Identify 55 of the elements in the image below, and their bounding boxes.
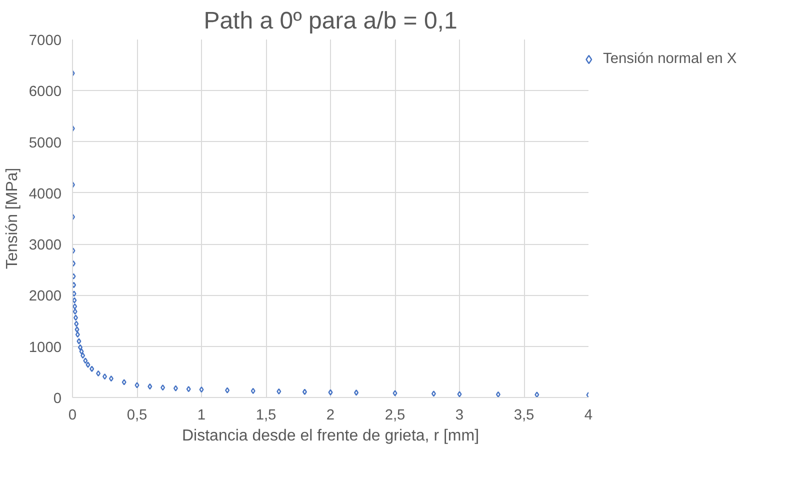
y-tick-label: 3000 <box>28 238 62 254</box>
x-tick-label: 2,5 <box>384 408 406 424</box>
point <box>328 389 333 396</box>
x-tick-label: 4 <box>584 408 593 424</box>
chart-title: Path a 0º para a/b = 0,1 <box>204 8 458 34</box>
y-tick-label: 2000 <box>28 288 62 305</box>
point <box>75 331 80 338</box>
point <box>354 390 359 396</box>
point <box>457 391 462 398</box>
point <box>78 344 83 350</box>
x-tick-label: 1 <box>197 408 206 424</box>
point <box>431 390 436 397</box>
point <box>122 379 126 386</box>
point <box>80 352 86 359</box>
point <box>76 338 82 344</box>
point <box>148 383 152 390</box>
x-tick-label: 0 <box>68 408 77 424</box>
point <box>72 308 78 315</box>
point <box>160 384 166 391</box>
y-tick-label: 0 <box>53 391 62 407</box>
point <box>534 392 540 398</box>
point <box>90 366 94 372</box>
point <box>102 373 108 380</box>
point <box>83 358 88 364</box>
point <box>86 362 90 368</box>
point <box>74 326 80 333</box>
point <box>302 388 307 395</box>
legend-label: Tensión normal en X <box>603 51 737 67</box>
y-tick-label: 6000 <box>28 84 62 100</box>
point <box>225 387 230 394</box>
point <box>74 320 79 327</box>
point <box>72 303 78 310</box>
point <box>392 390 398 396</box>
point <box>134 382 140 388</box>
y-tick-label: 1000 <box>28 340 62 356</box>
point <box>108 375 114 382</box>
y-axis-title: Tensión [MPa] <box>4 168 21 270</box>
point <box>186 386 191 392</box>
y-tick-label: 5000 <box>28 135 62 152</box>
point <box>276 388 282 395</box>
point <box>79 348 84 355</box>
x-tick-label: 2 <box>326 408 335 424</box>
x-axis-title: Distancia desde el frente de grieta, r [mm] <box>182 428 480 444</box>
x-tick-label: 1,5 <box>256 408 276 424</box>
x-tick-label: 3 <box>455 408 464 424</box>
point <box>73 314 78 321</box>
y-tick-label: 4000 <box>28 186 62 202</box>
point <box>199 386 204 393</box>
point <box>496 391 500 398</box>
point <box>250 388 256 394</box>
x-tick-label: 3,5 <box>514 408 534 424</box>
point <box>173 385 178 392</box>
x-tick-label: 0,5 <box>126 408 148 424</box>
point <box>96 370 101 377</box>
y-tick-label: 7000 <box>28 33 62 49</box>
